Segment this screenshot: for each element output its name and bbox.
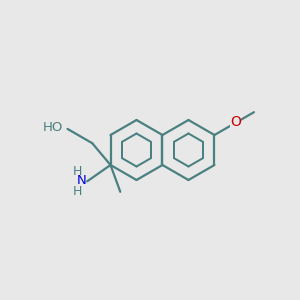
Text: HO: HO	[43, 121, 63, 134]
Text: H: H	[73, 165, 82, 178]
Text: N: N	[77, 174, 87, 187]
Text: O: O	[230, 115, 241, 129]
Text: H: H	[73, 185, 82, 198]
